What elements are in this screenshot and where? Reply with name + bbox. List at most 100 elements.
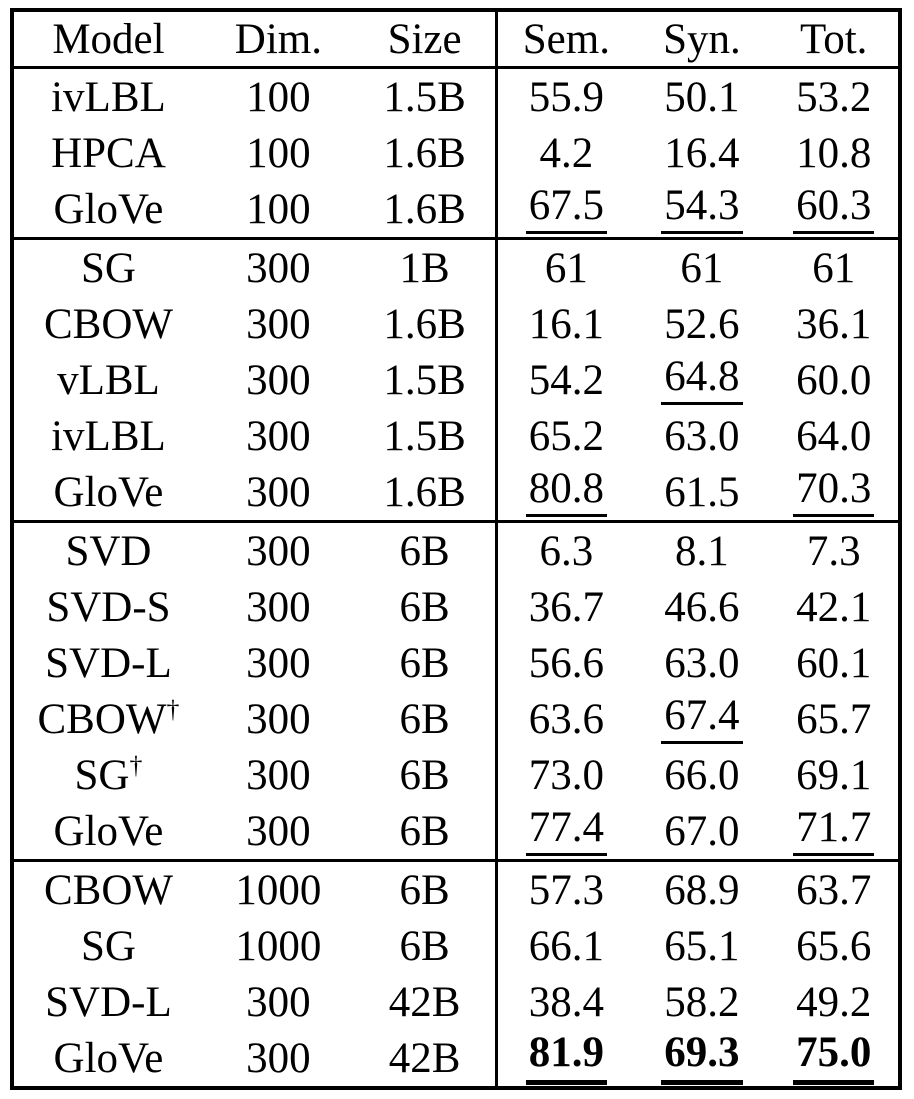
model-cell: GloVe [53,807,164,855]
tot-cell: 65.6 [769,918,900,974]
score-value: 56.6 [528,639,604,687]
size-cell: 1.6B [383,185,466,233]
sem-cell: 77.4 [495,803,635,861]
dim-cell: 300 [246,807,311,855]
score-value: 67.5 [525,183,607,235]
size-cell: 6B [399,751,450,799]
sem-cell: 38.4 [495,974,635,1030]
score-value: 63.6 [528,695,604,743]
sem-cell: 66.1 [495,918,635,974]
dim-cell: 300 [246,412,311,460]
score-value: 69.3 [661,1031,743,1085]
score-value: 61.5 [664,468,740,516]
score-value: 55.9 [528,73,604,121]
sem-cell: 16.1 [495,296,635,352]
header-tot: Tot. [769,10,900,69]
size-cell: 1.5B [383,356,466,404]
table-row: HPCA 100 1.6B 4.2 16.4 10.8 [12,125,900,181]
score-value: 36.1 [796,300,872,348]
syn-cell: 64.8 [634,352,769,408]
table-row: SVD-L 300 42B 38.4 58.2 49.2 [12,974,900,1030]
sem-cell: 57.3 [495,859,635,918]
table-row: CBOW 300 1.6B 16.1 52.6 36.1 [12,296,900,352]
dim-cell: 300 [202,237,354,296]
table-row: SG† 300 6B 73.0 66.0 69.1 [12,747,900,803]
score-value: 65.2 [528,412,604,460]
size-cell: 1.5B [383,73,466,121]
dim-cell: 100 [246,73,311,121]
syn-cell: 65.1 [634,918,769,974]
tot-cell: 7.3 [769,520,900,579]
score-value: 10.8 [796,129,872,177]
score-value: 81.9 [525,1031,607,1085]
score-value: 60.0 [796,356,872,404]
sem-cell: 67.5 [495,181,635,239]
score-value: 67.4 [661,693,743,745]
score-value: 65.1 [664,922,740,970]
sem-cell: 54.2 [495,352,635,408]
table-row: SVD 300 6B 6.3 8.1 7.3 [12,520,900,579]
syn-cell: 61.5 [634,464,769,522]
table-row: GloVe 300 1.6B 80.8 61.5 70.3 [12,464,900,522]
dagger-superscript: † [166,694,180,724]
size-cell: 1.6B [383,300,466,348]
score-value: 49.2 [796,978,872,1026]
score-value: 16.1 [528,300,604,348]
sem-cell: 61 [495,237,635,296]
score-value: 54.2 [528,356,604,404]
syn-cell: 50.1 [634,68,769,126]
score-value: 63.7 [796,866,872,914]
size-cell: 6B [399,807,450,855]
tot-cell: 53.2 [769,68,900,126]
dim-cell: 300 [246,978,311,1026]
sem-cell: 63.6 [495,691,635,747]
sem-cell: 73.0 [495,747,635,803]
sem-cell: 55.9 [495,67,635,125]
syn-cell: 46.6 [634,579,769,635]
model-cell: SG [80,922,136,970]
score-value: 6.3 [539,527,594,575]
model-cell: HPCA [51,129,166,177]
table-row: ivLBL 100 1.5B 55.9 50.1 53.2 [12,67,900,126]
tot-cell: 42.1 [769,579,900,635]
syn-cell: 8.1 [634,520,770,579]
dim-cell: 300 [246,468,311,516]
dim-cell: 300 [246,751,311,799]
header-syn: Syn. [634,10,770,69]
size-cell: 6B [353,520,497,579]
model-cell: CBOW [43,300,173,348]
table-row: CBOW† 300 6B 63.6 67.4 65.7 [12,691,900,747]
model-cell: SVD-L [45,978,172,1026]
header-dim: Dim. [202,10,354,69]
dim-cell: 300 [246,300,311,348]
size-cell: 1.6B [383,129,466,177]
score-value: 77.4 [525,805,607,857]
size-cell: 1.6B [383,468,466,516]
tot-cell: 60.0 [769,352,900,408]
sem-cell: 6.3 [495,520,635,579]
syn-cell: 61 [634,237,770,296]
syn-cell: 67.4 [634,691,769,747]
score-value: 64.0 [796,412,872,460]
score-value: 80.8 [525,466,607,518]
table-row: SG 1000 6B 66.1 65.1 65.6 [12,918,900,974]
sem-cell: 81.9 [495,1030,635,1088]
score-value: 71.7 [793,805,875,857]
sem-cell: 65.2 [495,408,635,464]
score-value: 61 [812,244,856,292]
tot-cell: 63.7 [769,859,900,918]
table-row: SVD-L 300 6B 56.6 63.0 60.1 [12,635,900,691]
table-row: CBOW 1000 6B 57.3 68.9 63.7 [12,859,900,918]
dim-cell: 300 [246,639,311,687]
score-value: 7.3 [806,527,861,575]
table-row: vLBL 300 1.5B 54.2 64.8 60.0 [12,352,900,408]
table-header: Model Dim. Size Sem. Syn. Tot. [12,10,900,69]
syn-cell: 68.9 [634,859,770,918]
syn-cell: 52.6 [634,296,769,352]
score-value: 50.1 [664,73,740,121]
model-cell: ivLBL [51,73,166,121]
tot-cell: 75.0 [769,1030,900,1088]
model-cell: GloVe [53,185,164,233]
dim-cell: 300 [246,583,311,631]
